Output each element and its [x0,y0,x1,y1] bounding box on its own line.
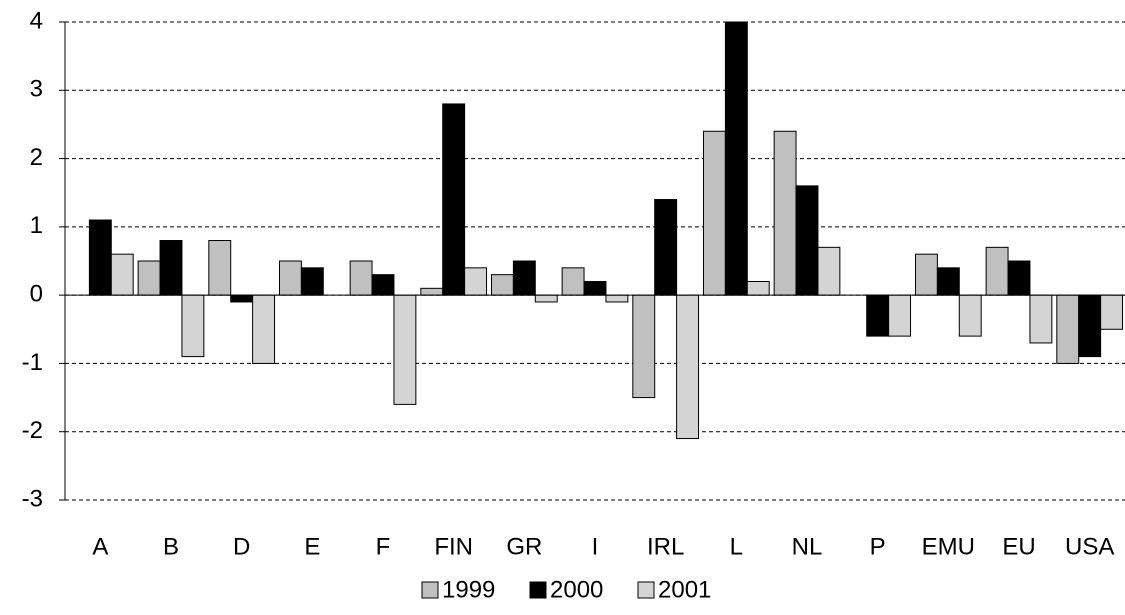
bar [632,294,656,399]
y-tick-label: -3 [22,485,43,512]
bar [512,260,536,296]
bar [159,240,183,296]
x-tick-label: F [376,533,391,560]
bar [349,260,373,296]
bar [561,267,585,296]
bar [936,267,960,296]
y-tick-label: 4 [30,7,43,34]
bar [676,294,700,440]
bar [1078,294,1102,358]
bar [490,274,514,296]
bar [1100,294,1124,330]
bar [888,294,912,337]
bar [985,246,1009,296]
bar [252,294,276,364]
bar [464,267,488,296]
x-tick-label: B [163,533,179,560]
x-tick-label: EU [1002,533,1035,560]
bar [393,294,417,405]
legend-label: 2001 [658,576,711,603]
y-tick-label: 0 [30,280,43,307]
bar [1007,260,1031,296]
x-tick-label: GR [506,533,542,560]
bar [817,246,841,296]
bar [230,294,254,303]
bar [746,280,770,296]
bar [773,130,797,296]
bar [654,199,678,296]
y-tick-label: -2 [22,417,43,444]
x-tick-label: IRL [647,533,684,560]
bar [534,294,558,303]
x-tick-label: P [870,533,886,560]
bar [420,287,444,296]
bar [110,253,134,296]
bar [866,294,890,337]
bar [88,219,112,296]
y-tick-label: 3 [30,76,43,103]
bar [137,260,161,296]
bar [914,253,938,296]
legend-swatch [529,581,547,599]
legend-label: 2000 [550,576,603,603]
x-tick-label: NL [792,533,823,560]
bar [181,294,205,358]
bar [702,130,726,296]
legend-label: 1999 [442,576,495,603]
x-tick-label: USA [1065,533,1114,560]
bar [958,294,982,337]
y-tick-label: 2 [30,144,43,171]
x-tick-label: FIN [434,533,473,560]
bar [605,294,629,303]
legend-swatch [637,581,655,599]
bar [278,260,302,296]
x-tick-label: L [730,533,743,560]
bar [371,274,395,296]
bar [583,280,607,296]
bar [724,21,748,296]
x-tick-label: E [304,533,320,560]
bar [208,240,232,296]
bar [1029,294,1053,344]
bar [442,103,466,296]
x-tick-label: EMU [922,533,975,560]
bar [300,267,324,296]
x-tick-label: I [592,533,599,560]
x-tick-label: A [92,533,108,560]
bar [1056,294,1080,364]
y-tick-label: -1 [22,349,43,376]
bar [795,185,819,296]
y-tick-label: 1 [30,212,43,239]
x-tick-label: D [233,533,250,560]
legend-swatch [421,581,439,599]
